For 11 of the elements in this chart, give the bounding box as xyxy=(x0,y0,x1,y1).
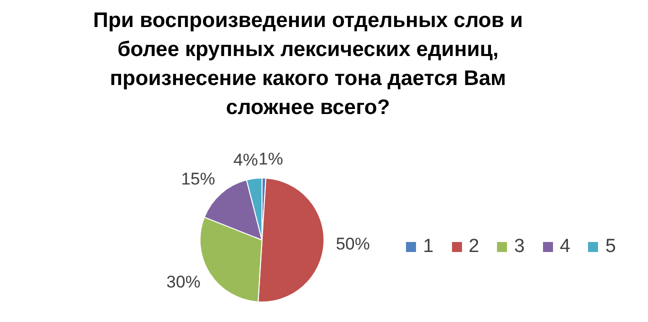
chart-title: При воспроизведении отдельных слов и более крупных лексических единиц, произнесение какого тона дается Вам сложнее всего? xyxy=(92,8,524,121)
legend-label: 3 xyxy=(514,236,525,258)
data-label: 15% xyxy=(181,170,216,189)
data-label: 30% xyxy=(166,272,200,292)
legend-label: 2 xyxy=(468,236,480,258)
data-label: 50% xyxy=(336,234,370,254)
legend-label: 4 xyxy=(560,236,570,258)
legend-label: 1 xyxy=(423,236,434,258)
data-label: 4% xyxy=(233,150,258,170)
legend-label: 5 xyxy=(605,236,616,258)
data-label: 1% xyxy=(258,150,284,169)
